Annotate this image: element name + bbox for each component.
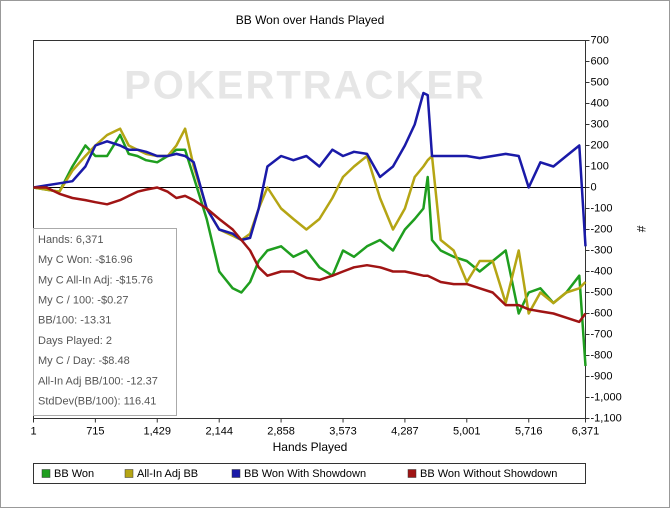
y-tick-label: 400 [591,97,609,109]
x-tick-label: 1 [30,425,36,437]
legend-label: BB Won With Showdown [244,468,366,480]
legend-label: BB Won [54,468,94,480]
y-tick-label: -900 [591,370,613,382]
stats-line: My C Won: -$16.96 [38,254,133,266]
series-line [33,91,587,247]
y-tick-label: -100 [591,202,613,214]
y-tick-label: -500 [591,286,613,298]
y-tick-label: -600 [591,307,613,319]
y-tick-label: 200 [591,139,609,151]
y-tick-label: -1,100 [591,412,622,424]
legend-swatch [124,469,134,478]
y-tick-label: 600 [591,55,609,67]
stats-line: Days Played: 2 [38,335,112,347]
y-tick-label: 700 [591,34,609,46]
y-tick-label: 300 [591,118,609,130]
legend-label: BB Won Without Showdown [420,468,557,480]
y-tick-label: -700 [591,328,613,340]
x-tick-label: 3,573 [329,425,357,437]
legend-swatch [231,469,241,478]
watermark: POKERTRACKER [124,64,486,108]
x-axis-label: Hands Played [273,440,348,454]
legend: BB Won All-In Adj BB BB Won With Showdown B… [33,463,586,484]
y-axis-label: # [634,226,648,233]
y-tick-label: -200 [591,223,613,235]
y-tick-label: 0 [591,181,597,193]
x-tick-label: 715 [86,425,104,437]
y-tick-label: -1,000 [591,391,622,403]
y-tick-label: 100 [591,160,609,172]
legend-swatch [41,469,51,478]
x-tick-label: 4,287 [391,425,419,437]
stats-line: My C / 100: -$0.27 [38,295,129,307]
y-tick-label: -800 [591,349,613,361]
x-tick-label: 1,429 [143,425,171,437]
stats-line: BB/100: -13.31 [38,315,111,327]
stats-line: StdDev(BB/100): 116.41 [38,396,156,408]
y-tick-label: -400 [591,265,613,277]
y-tick-label: 500 [591,76,609,88]
x-tick-label: 6,371 [572,425,600,437]
x-tick-label: 5,001 [453,425,481,437]
stats-line: All-In Adj BB/100: -12.37 [38,375,158,387]
stats-box [33,228,177,416]
stats-line: Hands: 6,371 [38,234,103,246]
legend-label: All-In Adj BB [137,468,198,480]
series-line [33,127,587,315]
x-tick-label: 2,858 [267,425,295,437]
chart-title: BB Won over Hands Played [236,13,385,27]
y-tick-label: -300 [591,244,613,256]
legend-swatch [407,469,417,478]
legend-frame [33,463,586,484]
stats-line: My C All-In Adj: -$15.76 [38,274,153,286]
series-line [33,133,587,367]
series-line [33,186,587,324]
x-tick-label: 2,144 [205,425,233,437]
stats-line: My C / Day: -$8.48 [38,355,130,367]
x-tick-label: 5,716 [515,425,543,437]
